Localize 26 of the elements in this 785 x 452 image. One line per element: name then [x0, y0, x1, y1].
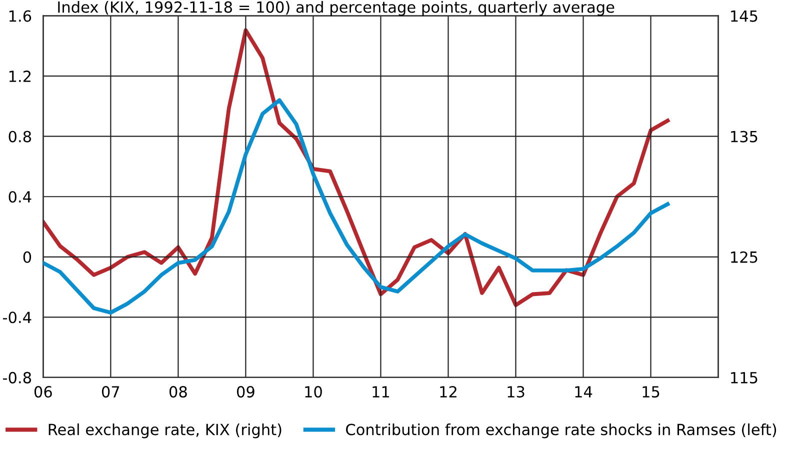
line-series [43, 98, 670, 315]
y-tick-label: 0 [23, 251, 32, 263]
y-tick-label: -0.8 [3, 372, 32, 384]
legend-label: Real exchange rate, KIX (right) [48, 423, 282, 438]
x-tick-label: 13 [508, 386, 524, 398]
y-tick-label: -0.4 [3, 312, 32, 324]
y2-tick-label: 145 [731, 10, 758, 22]
x-tick-label: 08 [169, 386, 187, 398]
legend-label: Contribution from exchange rate shocks in Ramses (left) [346, 423, 776, 438]
x-tick-label: 07 [102, 386, 120, 398]
x-tick-label: 15 [642, 386, 660, 398]
x-tick-label: 11 [372, 386, 390, 398]
y2-tick-label: 135 [731, 130, 758, 142]
x-tick-label: 10 [305, 386, 322, 398]
y2-tick-label: 115 [731, 372, 758, 384]
y-tick-label: 1.6 [9, 10, 32, 22]
x-tick-label: 09 [236, 386, 254, 398]
x-tick-label: 06 [34, 386, 52, 398]
line-series [43, 28, 670, 308]
y2-tick-label: 125 [731, 251, 758, 263]
x-tick-label: 12 [440, 386, 456, 398]
y-tick-label: 0.4 [8, 191, 32, 203]
x-tick-label: 14 [575, 386, 592, 398]
y-tick-label: 1.2 [9, 70, 31, 82]
y-tick-label: 0.8 [8, 130, 32, 142]
chart-subtitle: Index (KIX, 1992-11-18 = 100) and percentage points, quarterly average [58, 1, 614, 16]
